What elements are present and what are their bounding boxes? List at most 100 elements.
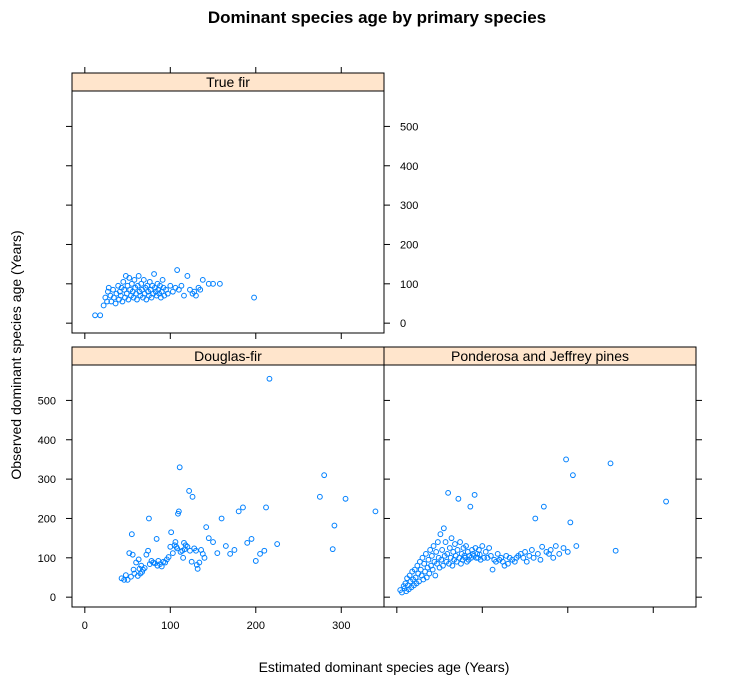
data-point	[556, 550, 563, 557]
data-point	[489, 566, 496, 573]
data-point	[244, 539, 251, 546]
data-point	[607, 460, 614, 467]
data-point	[227, 550, 234, 557]
x-tick-label: 0	[82, 620, 88, 632]
data-point	[251, 294, 257, 301]
data-point	[429, 566, 436, 573]
data-point	[266, 375, 273, 382]
data-point	[203, 524, 210, 531]
data-point	[235, 508, 242, 515]
data-point	[406, 572, 413, 579]
data-point	[169, 288, 176, 295]
data-point	[532, 515, 539, 522]
data-point	[663, 498, 669, 505]
data-point	[534, 550, 541, 557]
data-point	[110, 286, 116, 293]
data-point	[141, 565, 148, 571]
data-point	[133, 559, 140, 566]
data-point	[205, 280, 212, 287]
data-point	[231, 547, 238, 553]
data-point	[145, 547, 151, 554]
data-point	[446, 545, 453, 551]
chart-title: Dominant species age by primary species	[208, 8, 546, 27]
data-point	[449, 562, 456, 569]
data-point	[131, 276, 138, 283]
data-point	[433, 549, 440, 555]
data-point	[321, 472, 328, 479]
data-point	[112, 300, 119, 307]
data-point	[119, 298, 126, 305]
data-point	[121, 286, 128, 293]
data-point	[455, 495, 462, 502]
data-point	[182, 542, 189, 549]
data-point	[210, 280, 216, 287]
data-point	[479, 543, 486, 549]
data-point	[128, 280, 135, 287]
data-point	[438, 556, 445, 563]
data-point	[316, 493, 323, 500]
y-tick-label: 100	[400, 279, 418, 291]
data-point	[100, 302, 107, 309]
data-point	[457, 539, 463, 545]
data-point	[122, 572, 129, 579]
data-point	[437, 531, 444, 538]
panel-frame-douglas-fir	[71, 364, 385, 608]
data-point	[434, 560, 440, 567]
data-point	[257, 550, 263, 557]
strip-label-true-fir: True fir	[206, 74, 250, 90]
panel-douglas-fir: Douglas-fir 0 100 200 300 0 100 200 300 400 500	[38, 346, 390, 632]
data-point	[199, 276, 206, 283]
data-point	[419, 554, 426, 561]
data-point	[487, 552, 494, 559]
data-point	[178, 282, 185, 289]
data-point	[486, 545, 493, 551]
data-point	[196, 559, 203, 566]
data-point	[105, 288, 111, 295]
data-point	[240, 504, 246, 511]
data-point	[425, 556, 432, 563]
data-point	[153, 536, 160, 542]
data-point	[248, 536, 255, 542]
panel-true-fir: True fir 0 100 200 300 400 500	[66, 67, 418, 339]
y-tick-label: 200	[400, 239, 418, 251]
data-point	[434, 539, 441, 545]
x-tick-label: 300	[332, 620, 350, 632]
data-point	[130, 566, 137, 573]
data-point	[444, 550, 451, 557]
data-point	[135, 556, 142, 563]
data-point	[110, 294, 117, 301]
data-point	[168, 529, 175, 536]
y-tick-label: 0	[400, 318, 406, 330]
data-point	[194, 565, 201, 572]
data-point	[442, 539, 449, 545]
data-point	[528, 547, 535, 553]
data-point	[176, 464, 183, 471]
data-point	[481, 554, 487, 561]
data-point	[169, 550, 176, 556]
data-point	[189, 493, 196, 500]
data-point	[120, 278, 127, 285]
data-point	[175, 286, 182, 293]
data-point	[530, 554, 537, 561]
data-point	[216, 280, 223, 287]
data-point	[186, 488, 193, 494]
data-point	[440, 525, 447, 532]
data-point	[197, 286, 204, 293]
data-point	[426, 570, 433, 577]
y-tick-label: 400	[38, 435, 56, 447]
data-point	[138, 280, 145, 287]
data-point	[128, 573, 134, 580]
data-point	[471, 491, 478, 498]
data-point	[567, 519, 574, 526]
data-point	[432, 572, 439, 579]
data-point	[104, 298, 110, 305]
data-point	[331, 522, 338, 529]
y-tick-label: 300	[38, 474, 56, 486]
data-point	[184, 273, 191, 279]
data-point	[537, 556, 544, 563]
data-point	[522, 549, 528, 555]
data-point	[570, 472, 576, 479]
data-point	[452, 541, 458, 547]
strip-label-ponderosa-jeffrey: Ponderosa and Jeffrey pines	[451, 348, 629, 364]
data-point	[550, 554, 557, 561]
